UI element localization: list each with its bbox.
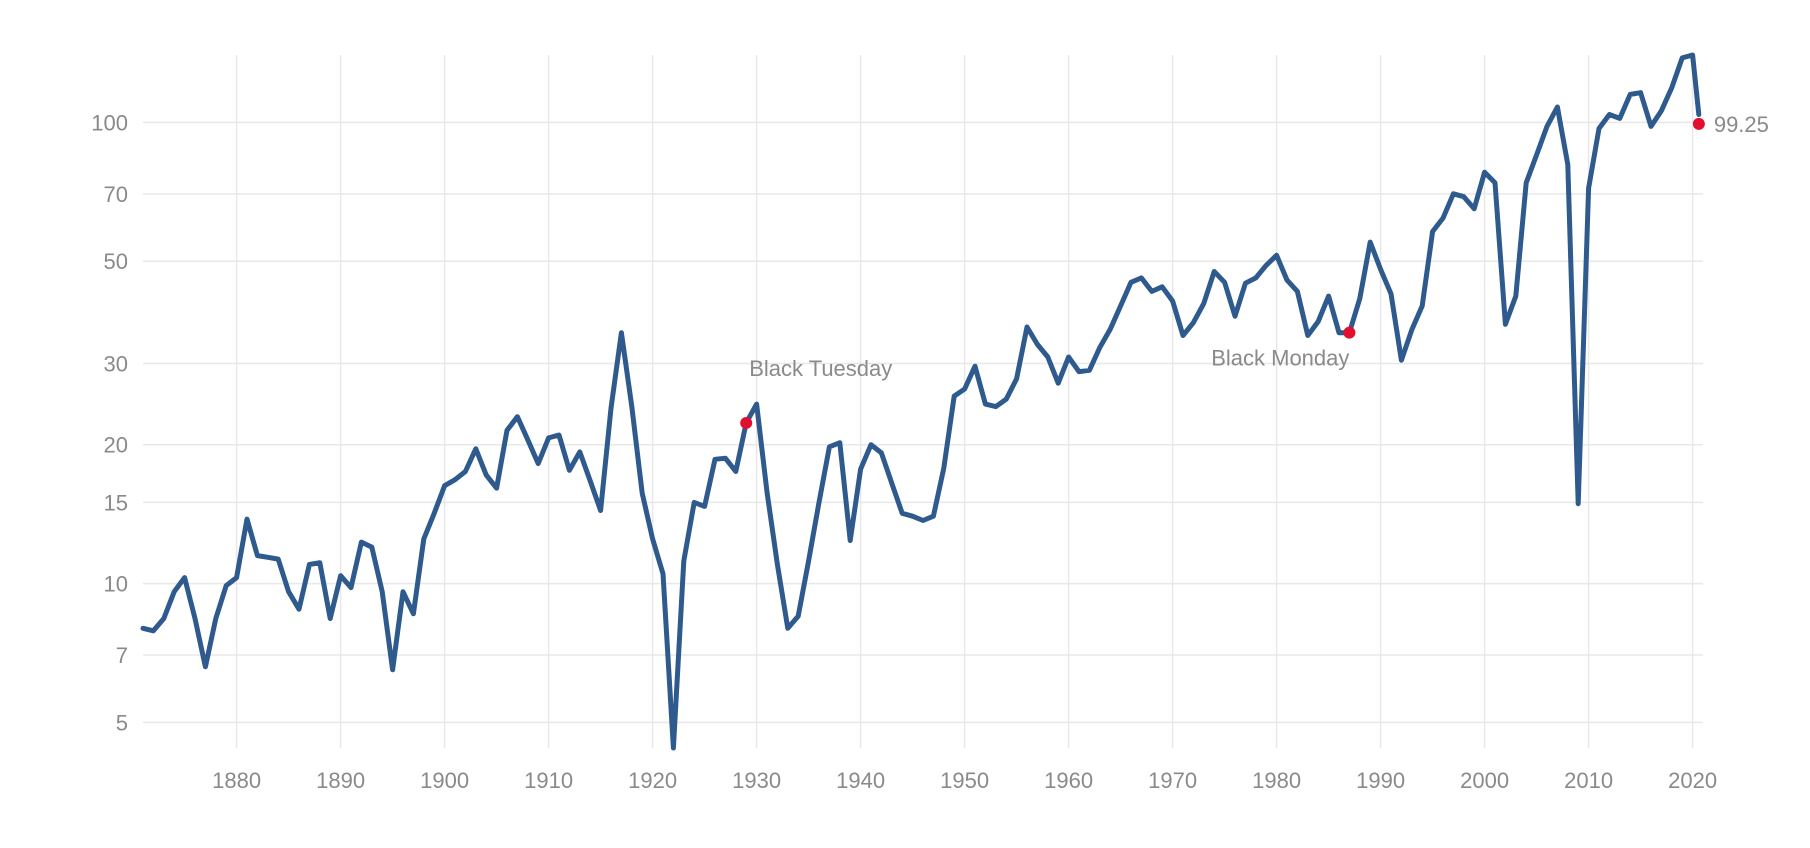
y-tick-label: 7 [116,643,128,668]
x-tick-label: 2000 [1460,768,1509,793]
y-axis-labels: 5 7 10 15 20 30 50 70 100 [91,110,128,735]
x-tick-label: 2010 [1564,768,1613,793]
x-tick-label: 1950 [940,768,989,793]
y-tick-label: 10 [104,572,128,597]
x-tick-label: 1930 [732,768,781,793]
x-axis-labels: 1880 1890 1900 1910 1920 1930 1940 1950 1960 1970… [212,768,1717,793]
y-tick-label: 15 [104,490,128,515]
annotation-label: Black Tuesday [749,356,892,381]
x-tick-label: 2020 [1668,768,1717,793]
y-tick-label: 20 [104,433,128,458]
x-tick-label: 1880 [212,768,261,793]
highlight-point [740,416,753,429]
y-tick-label: 50 [104,249,128,274]
x-tick-label: 1910 [524,768,573,793]
annotation-label: 99.25 [1714,112,1769,137]
x-tick-label: 1990 [1356,768,1405,793]
grid [143,55,1703,748]
y-tick-label: 100 [91,110,128,135]
series-group [140,52,1702,751]
x-tick-label: 1890 [316,768,365,793]
x-tick-label: 1980 [1252,768,1301,793]
y-tick-label: 70 [104,182,128,207]
x-tick-label: 1920 [628,768,677,793]
series-line [140,52,1702,751]
highlight-point [1692,117,1705,130]
x-tick-label: 1960 [1044,768,1093,793]
y-tick-label: 30 [104,352,128,377]
highlight-point [1343,326,1356,339]
y-tick-label: 5 [116,710,128,735]
x-tick-label: 1900 [420,768,469,793]
x-tick-label: 1940 [836,768,885,793]
annotation-label: Black Monday [1211,346,1349,371]
highlight-points: Black Tuesday Black Monday 99.25 [740,112,1769,429]
x-tick-label: 1970 [1148,768,1197,793]
